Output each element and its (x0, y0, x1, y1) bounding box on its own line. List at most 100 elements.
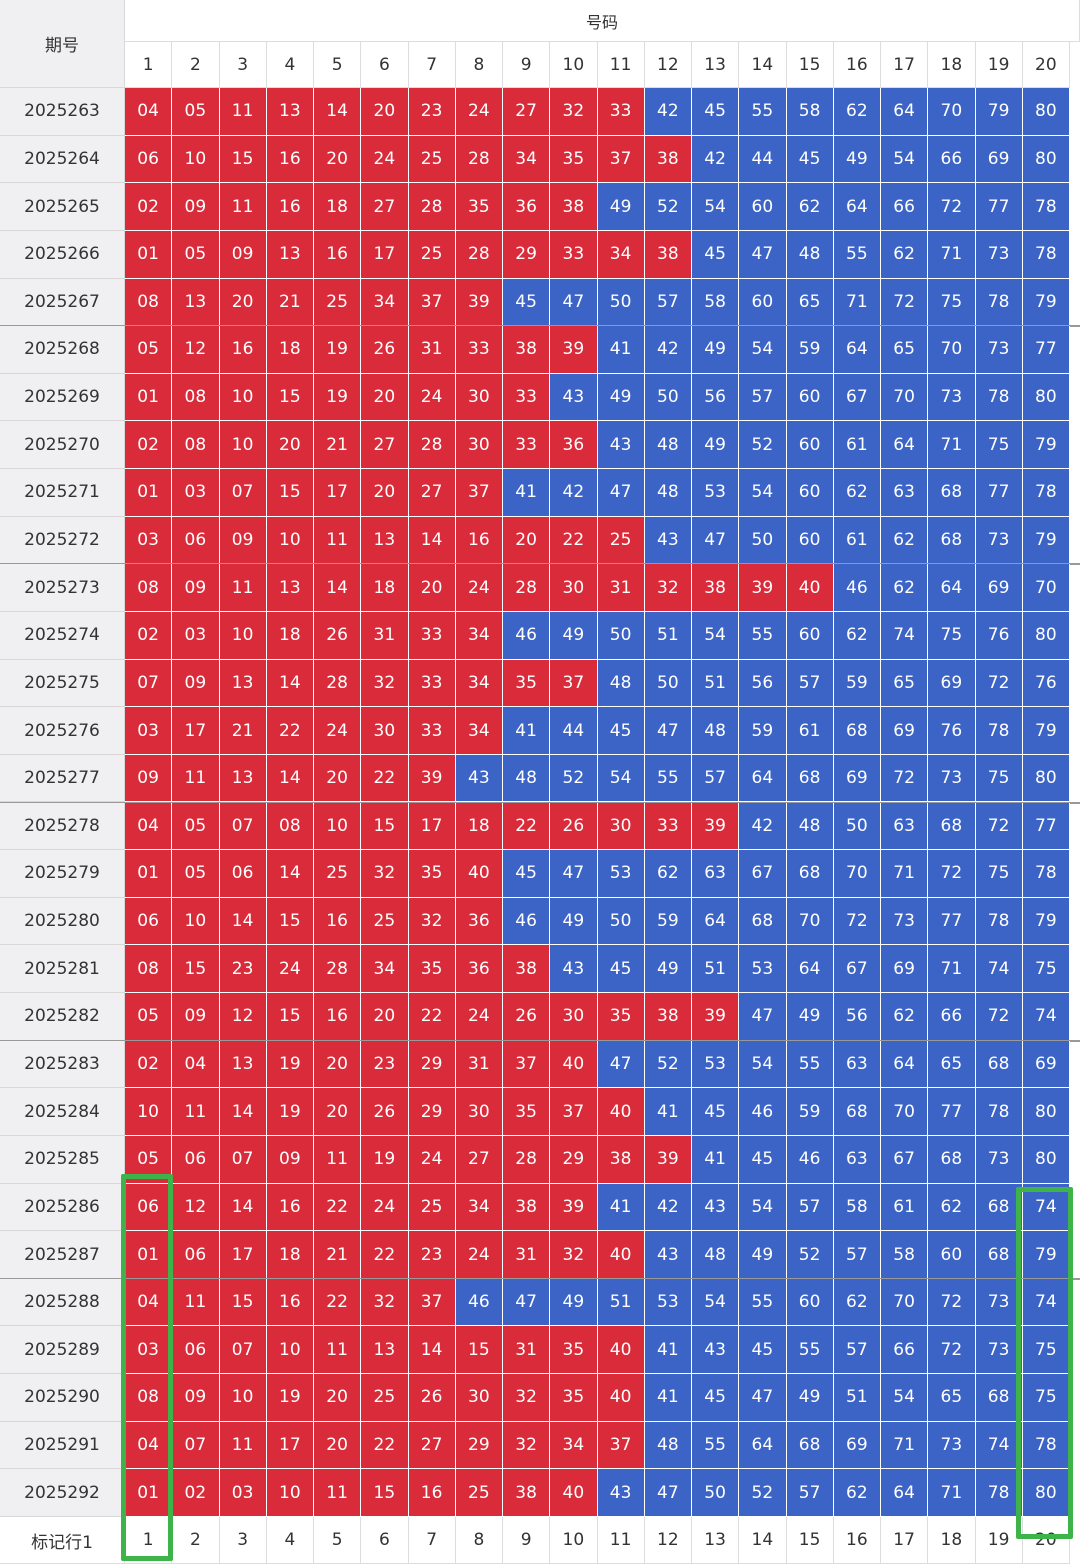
number-cell: 78 (1022, 183, 1070, 231)
number-cell: 14 (219, 1088, 267, 1136)
number-cell: 05 (125, 326, 173, 374)
column-number: 9 (503, 42, 551, 88)
number-cell: 34 (503, 135, 551, 184)
number-cell: 25 (597, 516, 645, 565)
number-cell: 26 (503, 993, 551, 1041)
number-cell: 65 (928, 1374, 976, 1422)
number-cell: 25 (455, 1469, 503, 1517)
number-cell: 75 (975, 850, 1023, 898)
number-cell: 48 (644, 1421, 692, 1470)
number-cell: 45 (503, 278, 551, 327)
number-cell: 51 (833, 1374, 881, 1422)
number-cell: 13 (361, 516, 409, 565)
number-cell: 16 (314, 230, 362, 279)
footer-number: 7 (408, 1517, 456, 1564)
number-cell: 55 (833, 230, 881, 279)
number-cell: 25 (314, 278, 362, 327)
number-cell: 06 (172, 1231, 220, 1279)
number-cell: 72 (975, 993, 1023, 1041)
number-cell: 50 (597, 278, 645, 327)
number-cell: 78 (975, 1088, 1023, 1136)
period-header: 期号 (0, 0, 125, 88)
number-cell: 67 (881, 1135, 929, 1184)
number-cell: 42 (739, 802, 787, 851)
number-cell: 27 (361, 183, 409, 231)
period: 2025291 (0, 1421, 125, 1470)
number-cell: 39 (550, 1183, 598, 1232)
number-cell: 50 (644, 659, 692, 708)
number-cell: 31 (361, 611, 409, 660)
number-cell: 09 (172, 183, 220, 231)
number-cell: 74 (1022, 993, 1070, 1041)
number-cell: 70 (1022, 564, 1070, 612)
number-cell: 24 (408, 1135, 456, 1184)
number-cell: 16 (266, 1278, 314, 1327)
number-cell: 06 (125, 1183, 173, 1232)
number-cell: 17 (219, 1231, 267, 1279)
number-cell: 09 (219, 516, 267, 565)
number-cell: 12 (172, 326, 220, 374)
number-cell: 16 (219, 326, 267, 374)
number-cell: 64 (881, 88, 929, 136)
number-cell: 11 (314, 516, 362, 565)
period: 2025281 (0, 945, 125, 994)
number-cell: 13 (266, 88, 314, 136)
number-cell: 68 (739, 897, 787, 946)
number-cell: 11 (172, 1278, 220, 1327)
number-cell: 29 (503, 230, 551, 279)
number-cell: 22 (314, 1278, 362, 1327)
number-cell: 35 (455, 183, 503, 231)
number-cell: 79 (1022, 707, 1070, 755)
number-cell: 77 (1022, 326, 1070, 374)
number-cell: 50 (833, 802, 881, 851)
number-cell: 01 (125, 469, 173, 517)
number-cell: 40 (597, 1088, 645, 1136)
number-cell: 23 (408, 88, 456, 136)
number-cell: 08 (125, 564, 173, 612)
number-cell: 28 (408, 421, 456, 470)
number-cell: 62 (833, 469, 881, 517)
number-cell: 03 (172, 611, 220, 660)
number-cell: 15 (266, 993, 314, 1041)
number-cell: 75 (975, 421, 1023, 470)
number-cell: 57 (692, 754, 740, 803)
number-cell: 39 (408, 754, 456, 803)
number-cell: 07 (219, 1326, 267, 1375)
number-cell: 78 (975, 278, 1023, 327)
number-cell: 64 (881, 421, 929, 470)
number-cell: 67 (833, 373, 881, 422)
number-cell: 45 (692, 88, 740, 136)
number-cell: 68 (975, 1374, 1023, 1422)
number-cell: 32 (644, 564, 692, 612)
number-cell: 33 (408, 707, 456, 755)
number-cell: 46 (455, 1278, 503, 1327)
number-cell: 55 (739, 1278, 787, 1327)
number-cell: 32 (361, 850, 409, 898)
highlight-box (1016, 1187, 1073, 1539)
number-cell: 45 (739, 1326, 787, 1375)
column-number: 12 (644, 42, 692, 88)
number-cell: 38 (597, 1135, 645, 1184)
number-cell: 42 (550, 469, 598, 517)
number-cell: 47 (739, 1374, 787, 1422)
number-cell: 19 (266, 1040, 314, 1089)
number-cell: 48 (597, 659, 645, 708)
number-cell: 55 (739, 88, 787, 136)
number-cell: 13 (219, 1040, 267, 1089)
number-cell: 04 (172, 1040, 220, 1089)
number-cell: 06 (172, 1326, 220, 1375)
number-cell: 47 (503, 1278, 551, 1327)
number-cell: 21 (219, 707, 267, 755)
number-cell: 68 (928, 802, 976, 851)
number-cell: 35 (550, 1326, 598, 1375)
number-cell: 45 (503, 850, 551, 898)
number-cell: 70 (881, 1088, 929, 1136)
number-cell: 68 (928, 516, 976, 565)
number-cell: 58 (833, 1183, 881, 1232)
number-cell: 35 (408, 945, 456, 994)
column-number: 8 (455, 42, 503, 88)
number-cell: 77 (975, 469, 1023, 517)
number-cell: 71 (928, 1469, 976, 1517)
number-cell: 63 (833, 1040, 881, 1089)
number-cell: 24 (408, 373, 456, 422)
